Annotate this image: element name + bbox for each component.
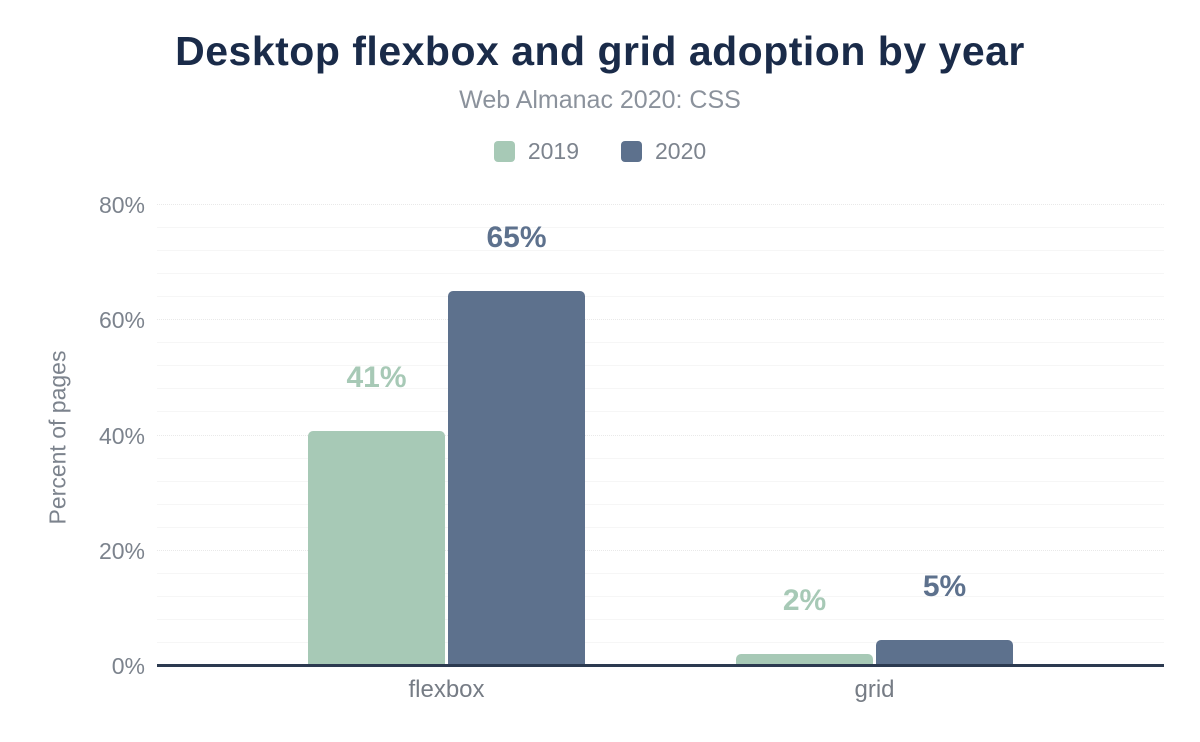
bar-flexbox-2020 xyxy=(448,291,585,666)
minor-gridline xyxy=(157,526,1164,528)
x-axis-line xyxy=(157,664,1164,667)
bar-value-label-flexbox-2020: 65% xyxy=(486,221,547,255)
chart-subtitle: Web Almanac 2020: CSS xyxy=(459,86,741,114)
legend-item-2020: 2020 xyxy=(621,138,706,165)
legend-swatch-2019 xyxy=(493,140,515,162)
minor-gridline xyxy=(157,641,1164,643)
minor-gridline xyxy=(157,296,1164,298)
minor-gridline xyxy=(157,365,1164,367)
bar-flexbox-2019 xyxy=(308,431,445,666)
bar-value-label-grid-2019: 2% xyxy=(782,584,827,618)
legend: 2019 2020 xyxy=(0,136,1200,166)
major-gridline xyxy=(157,549,1164,551)
x-category-label-flexbox: flexbox xyxy=(408,676,485,703)
x-category-label-grid: grid xyxy=(854,676,895,703)
major-gridline xyxy=(157,204,1164,205)
y-tick-label: 40% xyxy=(98,422,145,449)
bar-grid-2019 xyxy=(736,654,873,666)
minor-gridline xyxy=(157,572,1164,574)
legend-item-2019: 2019 xyxy=(493,137,579,165)
minor-gridline xyxy=(157,273,1164,275)
minor-gridline xyxy=(157,342,1164,344)
minor-gridline xyxy=(157,618,1164,620)
minor-gridline xyxy=(157,388,1164,390)
y-tick-label: 20% xyxy=(98,537,145,564)
minor-gridline xyxy=(157,227,1164,229)
minor-gridline xyxy=(157,250,1164,252)
bar-value-label-grid-2020: 5% xyxy=(922,570,967,604)
bar-grid-2020 xyxy=(876,640,1013,666)
minor-gridline xyxy=(157,503,1164,505)
legend-label: 2020 xyxy=(655,137,707,164)
minor-gridline xyxy=(157,457,1164,459)
y-tick-label: 60% xyxy=(98,307,145,334)
y-tick-label: 0% xyxy=(111,653,145,679)
minor-gridline xyxy=(157,411,1164,413)
chart-title: Desktop flexbox and grid adoption by yea… xyxy=(175,28,1025,74)
minor-gridline xyxy=(157,480,1164,482)
minor-gridline xyxy=(157,595,1164,597)
major-gridline xyxy=(157,319,1164,321)
bar-value-label-flexbox-2019: 41% xyxy=(346,361,407,395)
legend-swatch-2020 xyxy=(621,140,642,162)
y-tick-label: 80% xyxy=(98,192,145,218)
major-gridline xyxy=(157,434,1164,436)
legend-label: 2019 xyxy=(527,137,579,164)
plot-area: 41% 65% 2% 5% xyxy=(157,204,1164,667)
